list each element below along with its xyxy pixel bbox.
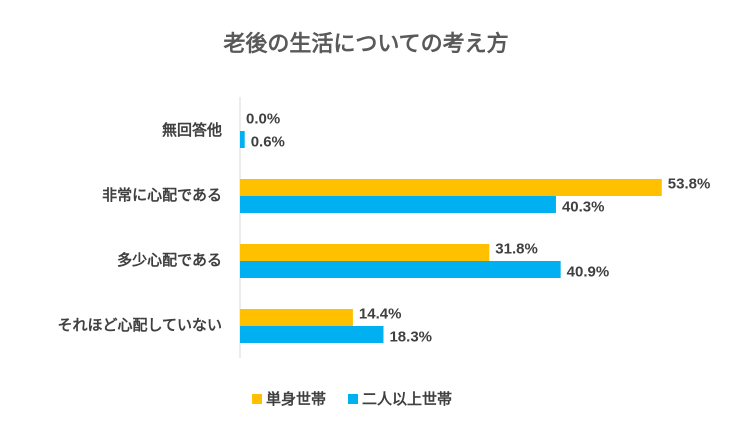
category-label: 非常に心配である — [102, 186, 222, 204]
value-label: 0.0% — [246, 110, 280, 127]
bar — [240, 261, 561, 278]
bar — [240, 196, 556, 213]
legend-label: 二人以上世帯 — [362, 390, 452, 408]
category-label: 無回答他 — [162, 121, 222, 139]
bar — [240, 326, 384, 343]
value-label: 0.6% — [251, 133, 285, 150]
chart-title: 老後の生活についての考え方 — [222, 31, 508, 56]
value-label: 31.8% — [495, 240, 538, 257]
bar — [240, 179, 662, 196]
legend-swatch — [348, 394, 359, 404]
value-label: 40.9% — [567, 263, 610, 280]
value-label: 53.8% — [668, 175, 711, 192]
value-label: 40.3% — [562, 198, 605, 215]
legend-swatch — [252, 394, 262, 404]
value-label: 14.4% — [359, 305, 402, 322]
bar — [240, 131, 245, 148]
bar — [240, 244, 490, 261]
category-label: 多少心配である — [117, 251, 222, 269]
legend-label: 単身世帯 — [266, 390, 326, 408]
category-label: それほど心配していない — [57, 317, 222, 334]
bar — [240, 309, 353, 326]
value-label: 18.3% — [389, 328, 432, 345]
